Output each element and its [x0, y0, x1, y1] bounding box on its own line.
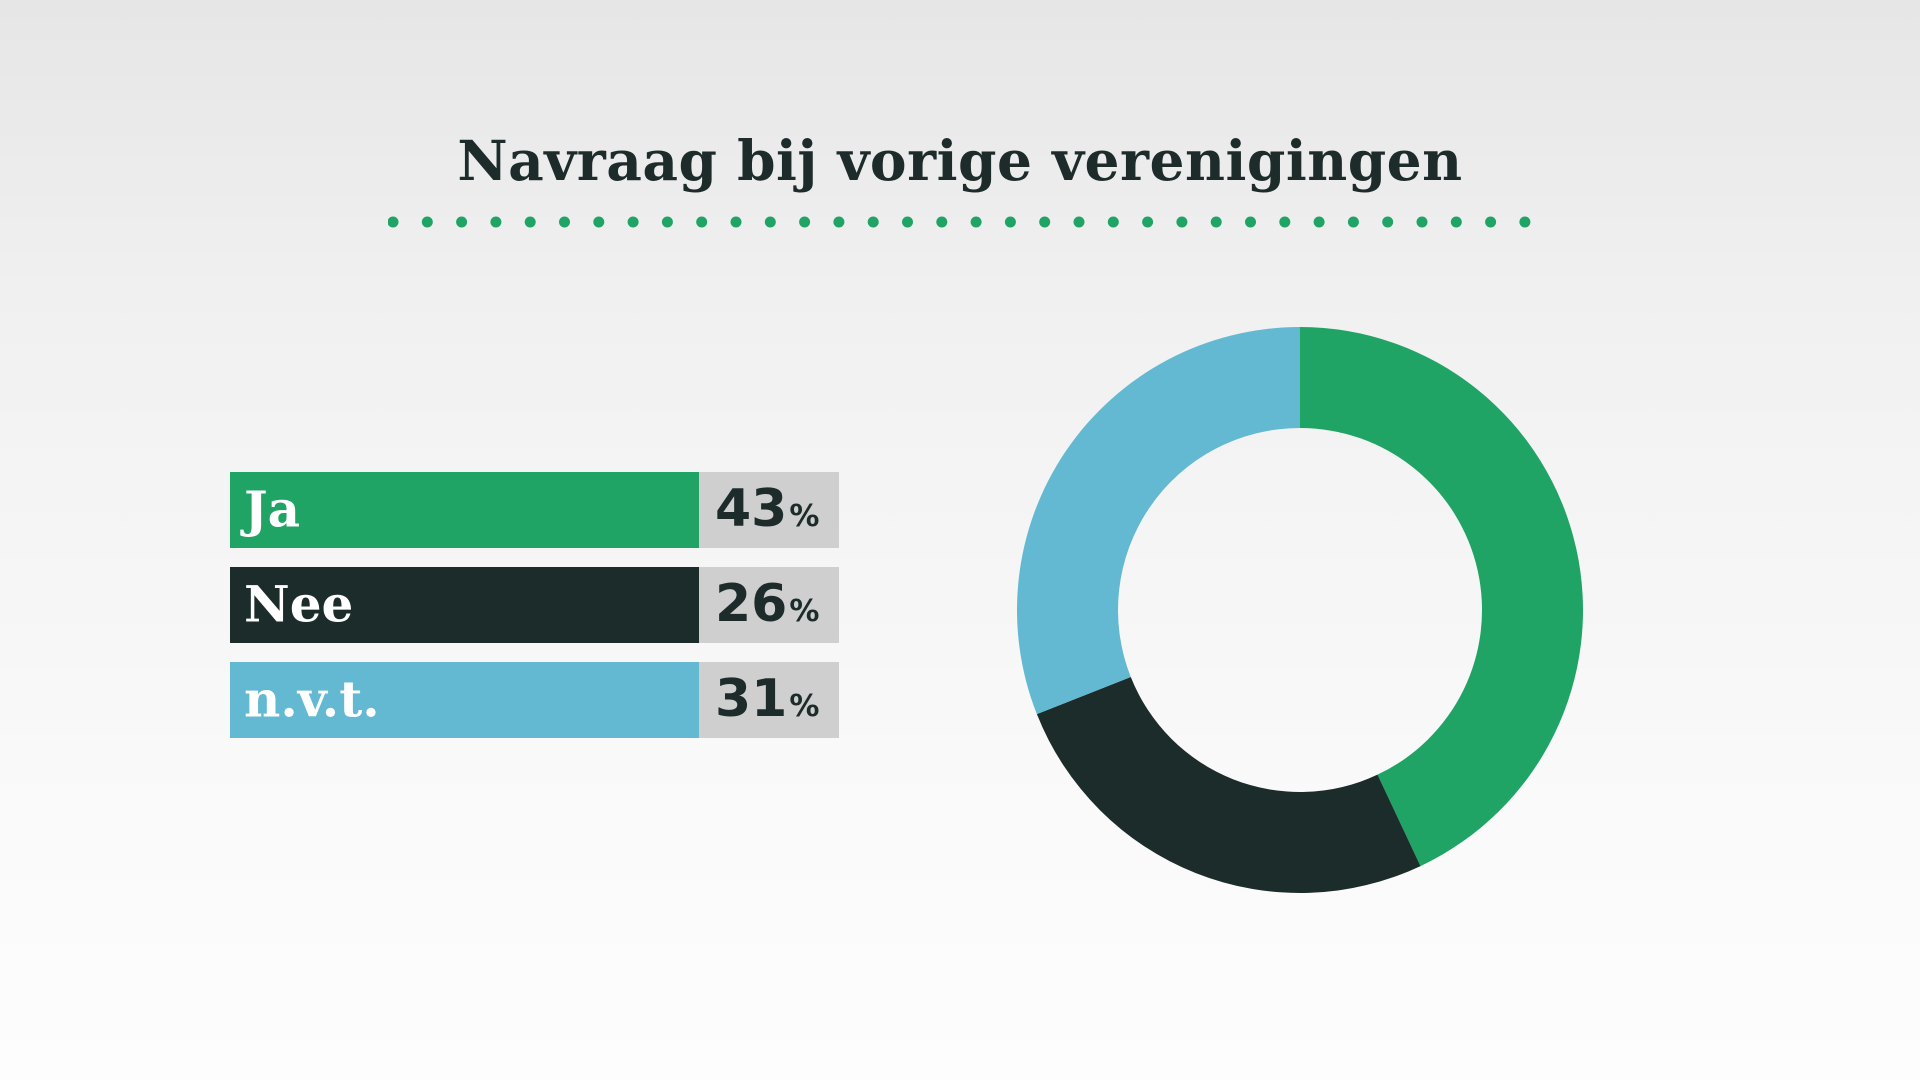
divider-dot [1519, 216, 1531, 228]
legend-value-box: 31% [699, 662, 839, 738]
data-label-number: 43 [715, 478, 788, 539]
divider-dot [764, 216, 776, 228]
data-label-unit: % [789, 498, 820, 534]
legend-label: Ja [244, 479, 301, 539]
divider-dot [696, 216, 708, 228]
divider-dot [490, 216, 502, 228]
data-label-number: 31 [715, 668, 788, 729]
legend-value-box: 43% [699, 472, 839, 548]
data-label-unit: % [789, 593, 820, 629]
divider-dot [799, 216, 811, 228]
divider-dot [1347, 216, 1359, 228]
title-dotted-divider [388, 216, 1531, 228]
legend-value-box: 26% [699, 567, 839, 643]
legend-label: Nee [244, 574, 354, 634]
donut-slice-nee [1036, 676, 1421, 893]
donut-slice-nvt [1017, 327, 1300, 715]
divider-dot [1313, 216, 1325, 228]
divider-dot [1416, 216, 1428, 228]
data-label: 43% [715, 479, 819, 539]
legend-bars: Ja 43% Nee 26% n.v.t. 31% [230, 472, 839, 757]
legend-bar-row: Nee 26% [230, 567, 839, 643]
divider-dot [1245, 216, 1256, 228]
divider-dot [456, 216, 468, 228]
divider-dot [833, 216, 845, 228]
divider-dot [1073, 216, 1085, 228]
legend-bar-row: Ja 43% [230, 472, 839, 548]
divider-dot [902, 216, 913, 228]
data-label-number: 26 [715, 573, 788, 634]
divider-dot [730, 216, 742, 228]
chart-title: Navraag bij vorige verenigingen [457, 128, 1463, 193]
donut-chart [1017, 327, 1583, 893]
divider-dot [936, 216, 948, 228]
divider-dot [1142, 216, 1154, 228]
divider-dot [1450, 216, 1462, 228]
divider-dot [1176, 216, 1188, 228]
divider-dot [1107, 216, 1119, 228]
divider-dot [559, 216, 570, 228]
donut-slice-ja [1300, 327, 1583, 867]
divider-dot [867, 216, 879, 228]
legend-color-bar: n.v.t. [230, 662, 699, 738]
divider-dot [627, 216, 639, 228]
divider-dot [593, 216, 605, 228]
divider-dot [1382, 216, 1394, 228]
divider-dot [1004, 216, 1016, 228]
divider-dot [1279, 216, 1291, 228]
data-label: 31% [715, 669, 819, 729]
legend-bar-row: n.v.t. 31% [230, 662, 839, 738]
divider-dot [1485, 216, 1497, 228]
divider-dot [1210, 216, 1222, 228]
data-label: 26% [715, 574, 819, 634]
legend-color-bar: Nee [230, 567, 699, 643]
legend-color-bar: Ja [230, 472, 699, 548]
divider-dot [524, 216, 536, 228]
divider-dot [970, 216, 982, 228]
legend-label: n.v.t. [244, 669, 380, 729]
divider-dot [1039, 216, 1051, 228]
divider-dot [661, 216, 673, 228]
divider-dot [421, 216, 433, 228]
divider-dot [388, 216, 399, 228]
data-label-unit: % [789, 688, 820, 724]
